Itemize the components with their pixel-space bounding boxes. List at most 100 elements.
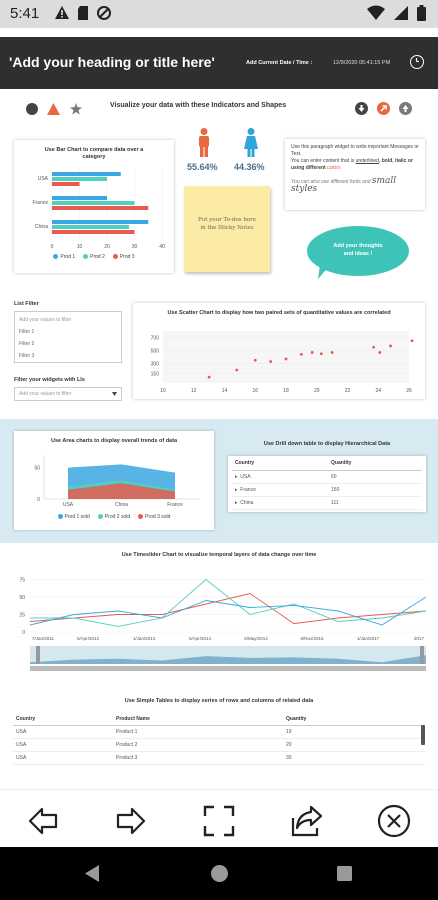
area-series	[68, 483, 175, 499]
dashboard-canvas: Visualize your data with these Indicator…	[0, 89, 438, 789]
sticky-note[interactable]: Put your To-dos here in the Sticky Notes	[184, 186, 270, 272]
table-row[interactable]: USA Product 2 20	[13, 738, 425, 752]
table-scrollbar[interactable]	[421, 725, 425, 745]
forward-arrow-icon[interactable]	[114, 804, 148, 838]
drilldown-card[interactable]: Country Quantity ▸ USA 60 ▸ France 150 ▸…	[228, 456, 426, 512]
clock-icon	[410, 55, 424, 69]
area-chart-title: Use Area charts to display overall trend…	[50, 438, 178, 444]
expand-icon[interactable]: ▸	[235, 474, 241, 480]
quantity-cell: 60	[328, 470, 422, 484]
x-tick-label: 6/Nov/2015	[300, 636, 324, 641]
table-row[interactable]: USA Product 1 19	[13, 725, 425, 739]
drilldown-section: Use Drill down table to display Hierarch…	[228, 441, 426, 512]
data-saver-icon	[97, 6, 111, 20]
date-value: 12/9/2020 05:41:15 PM	[333, 60, 391, 66]
widget-filter-dropdown[interactable]: Add your values to filter	[14, 387, 122, 401]
legend-item[interactable]: Prod 3	[112, 254, 135, 260]
area-chart-card[interactable]: Use Area charts to display overall trend…	[14, 431, 214, 530]
share-icon[interactable]	[289, 804, 323, 838]
legend-item[interactable]: Prod 3 sold	[138, 514, 170, 520]
widget-filter-placeholder: Add your values to filter	[19, 391, 72, 397]
legend-label: Prod 3 sold	[145, 514, 171, 520]
nav-recents-icon[interactable]	[337, 866, 352, 881]
paragraph-widget[interactable]: Use this paragraph widget to write impor…	[285, 139, 425, 210]
timeslider-chart[interactable]: 75 50 25 0 7/Jan/2011 6/Apr/2012 1/Jan/2013 6/A…	[0, 566, 438, 681]
indicators-row: Visualize your data with these Indicator…	[0, 97, 438, 119]
legend-item[interactable]: Prod 2 sold	[97, 514, 130, 520]
country-cell: USA	[13, 725, 113, 739]
y-tick-label: 300	[151, 362, 160, 368]
legend-item[interactable]: Prod 1	[53, 254, 75, 260]
scatter-point	[284, 357, 288, 361]
column-header: Quantity	[283, 713, 425, 726]
close-icon[interactable]	[377, 804, 411, 838]
list-filter-item[interactable]: Filter 1	[19, 329, 35, 335]
bottom-toolbar	[0, 789, 438, 847]
legend-item[interactable]: Prod 1 sold	[57, 514, 90, 520]
arrow-up-indicator-icon	[399, 102, 412, 115]
y-tick-label: 0	[22, 630, 25, 636]
paragraph-underlined: underlined	[355, 158, 379, 164]
fullscreen-icon[interactable]	[202, 804, 236, 838]
expand-icon[interactable]: ▸	[235, 487, 241, 493]
x-tick-label: 20	[104, 244, 110, 250]
scatter-point	[378, 351, 382, 354]
drilldown-table: Country Quantity ▸ USA 60 ▸ France 150 ▸…	[232, 456, 422, 510]
legend-swatch	[112, 254, 118, 260]
bar	[52, 206, 149, 210]
scatter-point	[319, 352, 323, 356]
bar	[52, 172, 121, 176]
bar-chart: 0 10 20 30 40 USA France China	[32, 168, 165, 250]
table-row[interactable]: USA Product 3 30	[13, 751, 425, 765]
paragraph-text-a: You can enter content that is	[291, 158, 356, 164]
expand-icon[interactable]: ▸	[235, 500, 241, 506]
list-filter-item[interactable]: Filter 3	[19, 353, 35, 359]
country-cell: ▸ China	[232, 496, 329, 510]
paragraph-colors-word: colors	[327, 165, 341, 171]
legend-item[interactable]: Prod 2	[83, 254, 105, 260]
star-shape	[70, 103, 82, 115]
simple-table-title: Use Simple Tables to display series of r…	[124, 698, 314, 704]
y-tick-label: 0	[37, 497, 40, 503]
x-tick-label: 22	[345, 388, 351, 394]
x-tick-label: 6/May/2014	[244, 636, 268, 641]
sd-card-icon	[78, 6, 88, 20]
x-tick-label: 10	[160, 388, 166, 394]
country-cell: ▸ France	[232, 483, 329, 497]
page-title[interactable]: 'Add your heading or title here'	[9, 54, 215, 70]
bar-chart-card[interactable]: Use Bar Chart to compare data over a cat…	[14, 140, 174, 273]
nav-back-icon[interactable]	[85, 865, 101, 882]
table-row[interactable]: ▸ France 150	[232, 483, 422, 497]
scatter-point	[299, 353, 303, 356]
legend-label: Prod 1	[60, 254, 76, 260]
paragraph-line-2: You can enter content that is underlined…	[291, 158, 419, 172]
navigator-handle-right[interactable]	[420, 646, 424, 664]
scatter-point	[253, 358, 257, 362]
table-row[interactable]: ▸ USA 60	[232, 470, 422, 484]
list-filter-input[interactable]: Add your values to filter	[19, 317, 72, 323]
list-filter-item[interactable]: Filter 2	[19, 341, 35, 347]
bar	[52, 177, 107, 181]
bar-chart-title: Use Bar Chart to compare data over a cat…	[44, 147, 144, 160]
nav-home-icon[interactable]	[211, 865, 228, 882]
bubble-tail	[318, 265, 330, 279]
quantity-cell: 19	[283, 725, 425, 739]
scatter-chart-card[interactable]: Use Scatter Chart to display how two pai…	[133, 303, 425, 399]
column-header: Product Name	[113, 713, 283, 726]
paragraph-line-1: Use this paragraph widget to write impor…	[291, 144, 419, 157]
navigator-scrollbar[interactable]	[30, 666, 426, 671]
back-arrow-icon[interactable]	[26, 804, 60, 838]
bar-chart-legend: Prod 1 Prod 2 Prod 3	[14, 254, 174, 260]
timeslider-title: Use Timeslider Chart to visualize tempor…	[121, 552, 317, 558]
country-text: USA	[240, 474, 251, 480]
bubble-text: Add your thoughts and ideas !	[333, 243, 383, 257]
navigator-handle-left[interactable]	[36, 646, 40, 664]
x-tick-label: USA	[63, 502, 74, 508]
list-filter-label: List Filter	[14, 301, 39, 307]
indicators-heading: Visualize your data with these Indicator…	[110, 102, 287, 109]
list-filter-box[interactable]: Add your values to filter Filter 1 Filte…	[14, 311, 122, 363]
arrow-diagonal-indicator-icon	[377, 102, 390, 115]
arrow-down-indicator-icon	[355, 102, 368, 115]
table-row[interactable]: ▸ China 111	[232, 496, 422, 510]
column-header: Country	[13, 713, 113, 726]
